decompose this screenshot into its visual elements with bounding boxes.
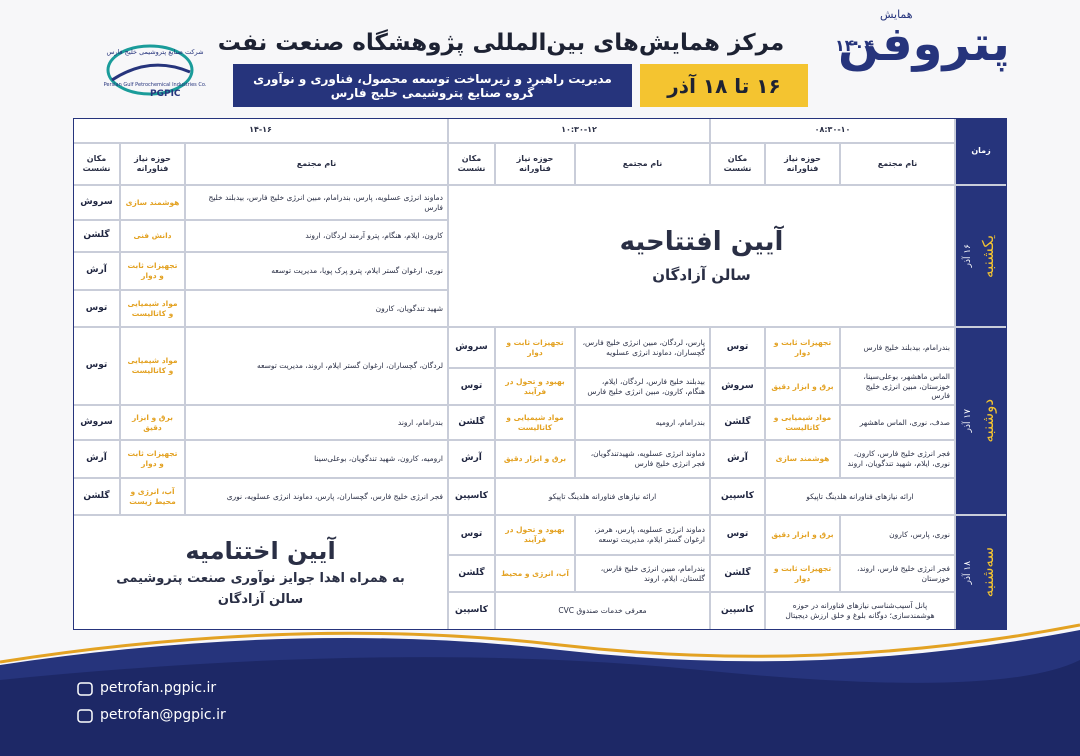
company-short: PGPIC [150,89,181,99]
column-header: نام مجتمع [575,143,710,185]
subtitle-line: گروه صنایع پتروشیمی خلیج فارس [330,85,535,100]
field: بهبود و تحول در فرآیند [495,368,575,405]
session: ارائه نیازهای فناورانه هلدینگ تاپیکو [495,478,710,515]
field: تجهیزات ثابت و دوار [765,555,840,592]
column-header: مکان نشست [73,143,120,185]
column-header: حوزه نیاز فناورانه [765,143,840,185]
company-fa: شرکت صنایع پتروشیمی خلیج فارس [106,48,204,56]
company: فجر انرژی خلیج فارس، کارون، نوری، ایلام،… [840,440,955,478]
opening: آیین افتتاحیه سالن آزادگان [448,185,955,327]
place: توس [710,515,765,555]
field: تجهیزات ثابت و دوار [495,327,575,368]
place: گلشن [73,478,120,515]
place: کاسپین [448,478,495,515]
field: برق و ابزار دقیق [765,515,840,555]
place: گلشن [710,555,765,592]
subtitle-line: مدیریت راهبرد و زیرساخت توسعه محصول، فنا… [253,71,612,86]
closing: آیین اختتامیه به همراه اهدا جوایز نوآوری … [73,515,448,630]
place: توس [448,368,495,405]
brand-small: همایش [880,8,913,21]
opening-title: آیین افتتاحیه [619,227,784,258]
field: مواد شیمیایی و کاتالیست [120,327,185,405]
subtitle-box: مدیریت راهبرد و زیرساخت توسعه محصول، فنا… [233,64,632,107]
column-header: مکان نشست [448,143,495,185]
column-header: مکان نشست [710,143,765,185]
company: بندرامام، اروند [185,405,448,440]
column-header: نام مجتمع [840,143,955,185]
place: توس [73,327,120,405]
column-header: نام مجتمع [185,143,448,185]
place: سروش [73,405,120,440]
company: دماوند انرژی عسلویه، پارس، بندرامام، مبی… [185,185,448,220]
company-en: Persian Gulf Petrochemical Industries Co… [103,82,207,88]
place: سروش [710,368,765,405]
field: مواد شیمیایی و کاتالیست [120,290,185,327]
company: بندرامام، مبین انرژی خلیج فارس، گلستان، … [575,555,710,592]
place: کاسپین [710,592,765,630]
table-frame [73,118,1007,630]
closing-hall: سالن آزادگان [217,592,304,608]
column-header: حوزه نیاز فناورانه [495,143,575,185]
company: فجر انرژی خلیج فارس، گچساران، پارس، دماو… [185,478,448,515]
company: فجر انرژی خلیج فارس، اروند، خوزستان [840,555,955,592]
company: ارومیه، کارون، شهید تندگویان، بوعلی‌سینا [185,440,448,478]
place: آرش [710,440,765,478]
field: هوشمند سازی [765,440,840,478]
field: مواد شیمیایی و کاتالیست [495,405,575,440]
company: کارون، ایلام، هنگام، پترو آرمند لردگان، … [185,220,448,252]
place: آرش [448,440,495,478]
company: نوری، پارس، کارون [840,515,955,555]
day-cell: یکشنبه ۱۶ آذر [955,185,1007,327]
field: بهبود و تحول در فرآیند [495,515,575,555]
closing-subtitle: به همراه اهدا جوایز نوآوری صنعت پتروشیمی [116,571,405,587]
field: تجهیزات ثابت و دوار [765,327,840,368]
company: لردگان، گچساران، ارغوان گستر ایلام، ارون… [185,327,448,405]
company: پارس، لردگان، مبین انرژی خلیج فارس، گچسا… [575,327,710,368]
column-header: حوزه نیاز فناورانه [120,143,185,185]
company: شهید تندگویان، کارون [185,290,448,327]
session: ارائه نیازهای فناورانه هلدینگ تاپیکو [765,478,955,515]
dates: ۱۶ تا ۱۸ آذر [640,64,808,107]
place: گلشن [448,555,495,592]
company: صدف، نوری، الماس ماهشهر [840,405,955,440]
place: کاسپین [710,478,765,515]
place: گلشن [710,405,765,440]
field: برق و ابزار دقیق [495,440,575,478]
brand: پتروفن [838,16,1010,72]
session: پانل آسیب‌شناسی نیازهای فناورانه در حوزه… [765,592,955,630]
place: توس [710,327,765,368]
field: تجهیزات ثابت و دوار [120,440,185,478]
brand-year: ۱۴۰۴ [835,36,875,55]
title: مرکز همایش‌های بین‌المللی پژوهشگاه صنعت … [217,30,785,56]
field: آب، انرژی و محیط [495,555,575,592]
company: نوری، ارغوان گستر ایلام، پترو پرک پویا، … [185,252,448,290]
place: سروش [448,327,495,368]
email: petrofan@pgpic.ir [100,707,226,723]
field: برق و ابزار دقیق [765,368,840,405]
company: بیدبلند خلیج فارس، لردگان، ایلام، هنگام،… [575,368,710,405]
company: بندرامام، ارومیه [575,405,710,440]
place: توس [448,515,495,555]
field: برق و ابزار دقیق [120,405,185,440]
field: تجهیزات ثابت و دوار [120,252,185,290]
field: هوشمند سازی [120,185,185,220]
day-cell: دوشنبه ۱۷ آذر [955,327,1007,515]
company: بندرامام، بیدبلند خلیج فارس [840,327,955,368]
company: دماوند انرژی عسلویه، پارس، هرمز، ارغوان … [575,515,710,555]
website: petrofan.pgpic.ir [100,680,217,696]
closing-title: آیین اختتامیه [185,537,336,566]
place: گلشن [448,405,495,440]
place: توس [73,290,120,327]
field: دانش فنی [120,220,185,252]
place: کاسپین [448,592,495,630]
field: آب، انرژی و محیط زیست [120,478,185,515]
company: دماوند انرژی عسلویه، شهیدتندگویان، فجر ا… [575,440,710,478]
company: الماس ماهشهر، بوعلی‌سینا، خوزستان، مبین … [840,368,955,405]
field: مواد شیمیایی و کاتالیست [765,405,840,440]
opening-hall: سالن آزادگان [652,266,751,285]
